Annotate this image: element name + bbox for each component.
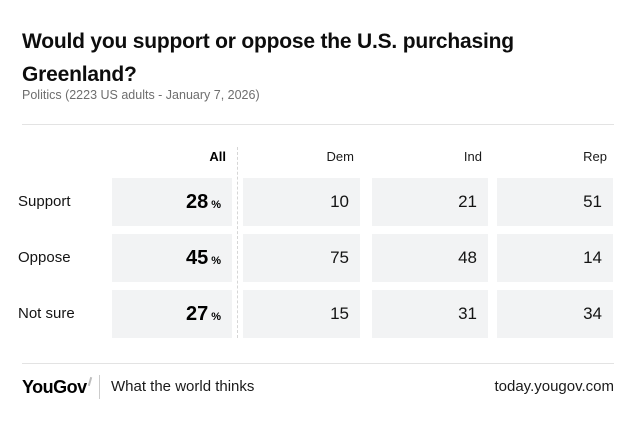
cell-not-sure-all-value: 27	[185, 303, 209, 325]
column-header-ind: Ind	[463, 149, 482, 164]
percent-sign: %	[211, 311, 221, 323]
row-label-oppose: Oppose	[18, 249, 71, 266]
percent-sign: %	[211, 199, 221, 211]
top-divider	[22, 124, 614, 125]
cell-support-rep: 51	[497, 178, 613, 226]
yougov-logo-text: YouGov	[22, 377, 87, 397]
cell-oppose-all: 45%	[112, 234, 232, 282]
yougov-logo-accent-mark	[87, 376, 92, 387]
cell-not-sure-rep: 34	[497, 290, 613, 338]
yougov-logo: YouGov	[22, 372, 92, 402]
cell-oppose-ind: 48	[372, 234, 488, 282]
percent-sign: %	[211, 255, 221, 267]
cell-support-all-value: 28	[185, 191, 209, 213]
row-label-not-sure: Not sure	[18, 305, 75, 322]
row-label-support: Support	[18, 193, 71, 210]
cell-oppose-all-value: 45	[185, 247, 209, 269]
page-subtitle: Politics (2223 US adults - January 7, 20…	[22, 88, 260, 102]
column-header-dem: Dem	[326, 149, 354, 164]
cell-oppose-dem: 75	[243, 234, 360, 282]
cell-not-sure-dem: 15	[243, 290, 360, 338]
footer-divider-line	[22, 363, 614, 364]
cell-support-all: 28%	[112, 178, 232, 226]
all-column-separator	[237, 147, 238, 338]
cell-support-ind: 21	[372, 178, 488, 226]
cell-oppose-rep: 14	[497, 234, 613, 282]
cell-not-sure-all: 27%	[112, 290, 232, 338]
column-header-all: All	[209, 149, 226, 164]
cell-support-dem: 10	[243, 178, 360, 226]
footer-tagline: What the world thinks	[111, 378, 255, 395]
footer-vertical-divider	[99, 375, 100, 399]
footer-site-url: today.yougov.com	[494, 378, 614, 395]
column-header-rep: Rep	[583, 149, 607, 164]
page-title: Would you support or oppose the U.S. pur…	[22, 30, 514, 86]
cell-not-sure-ind: 31	[372, 290, 488, 338]
